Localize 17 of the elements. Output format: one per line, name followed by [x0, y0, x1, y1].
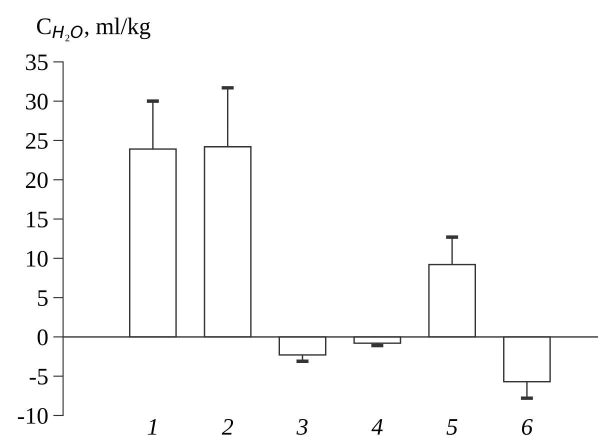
- x-tick-label: 1: [148, 419, 156, 435]
- y-tick-label: 5: [38, 290, 48, 306]
- y-tick-label: 30: [26, 94, 48, 110]
- y-tick-label: 0: [38, 329, 48, 346]
- y-tick-label: 15: [26, 212, 48, 228]
- x-tick-label: 5: [446, 419, 458, 435]
- y-tick-label: 20: [26, 172, 48, 188]
- x-tick-label: 3: [296, 419, 308, 435]
- y-tick-label: 25: [26, 133, 48, 149]
- y-tick-label: 10: [26, 250, 48, 267]
- x-tick-label: 4: [371, 419, 383, 435]
- x-tick-label: 2: [222, 419, 234, 435]
- y-tick-label: 35: [26, 54, 48, 70]
- x-tick-label: 6: [522, 419, 533, 435]
- y-tick-label: -10: [18, 408, 48, 424]
- y-axis-title: C$_{H₂O}$, ml/kg: [37, 18, 150, 42]
- y-tick-label: -5: [30, 368, 48, 385]
